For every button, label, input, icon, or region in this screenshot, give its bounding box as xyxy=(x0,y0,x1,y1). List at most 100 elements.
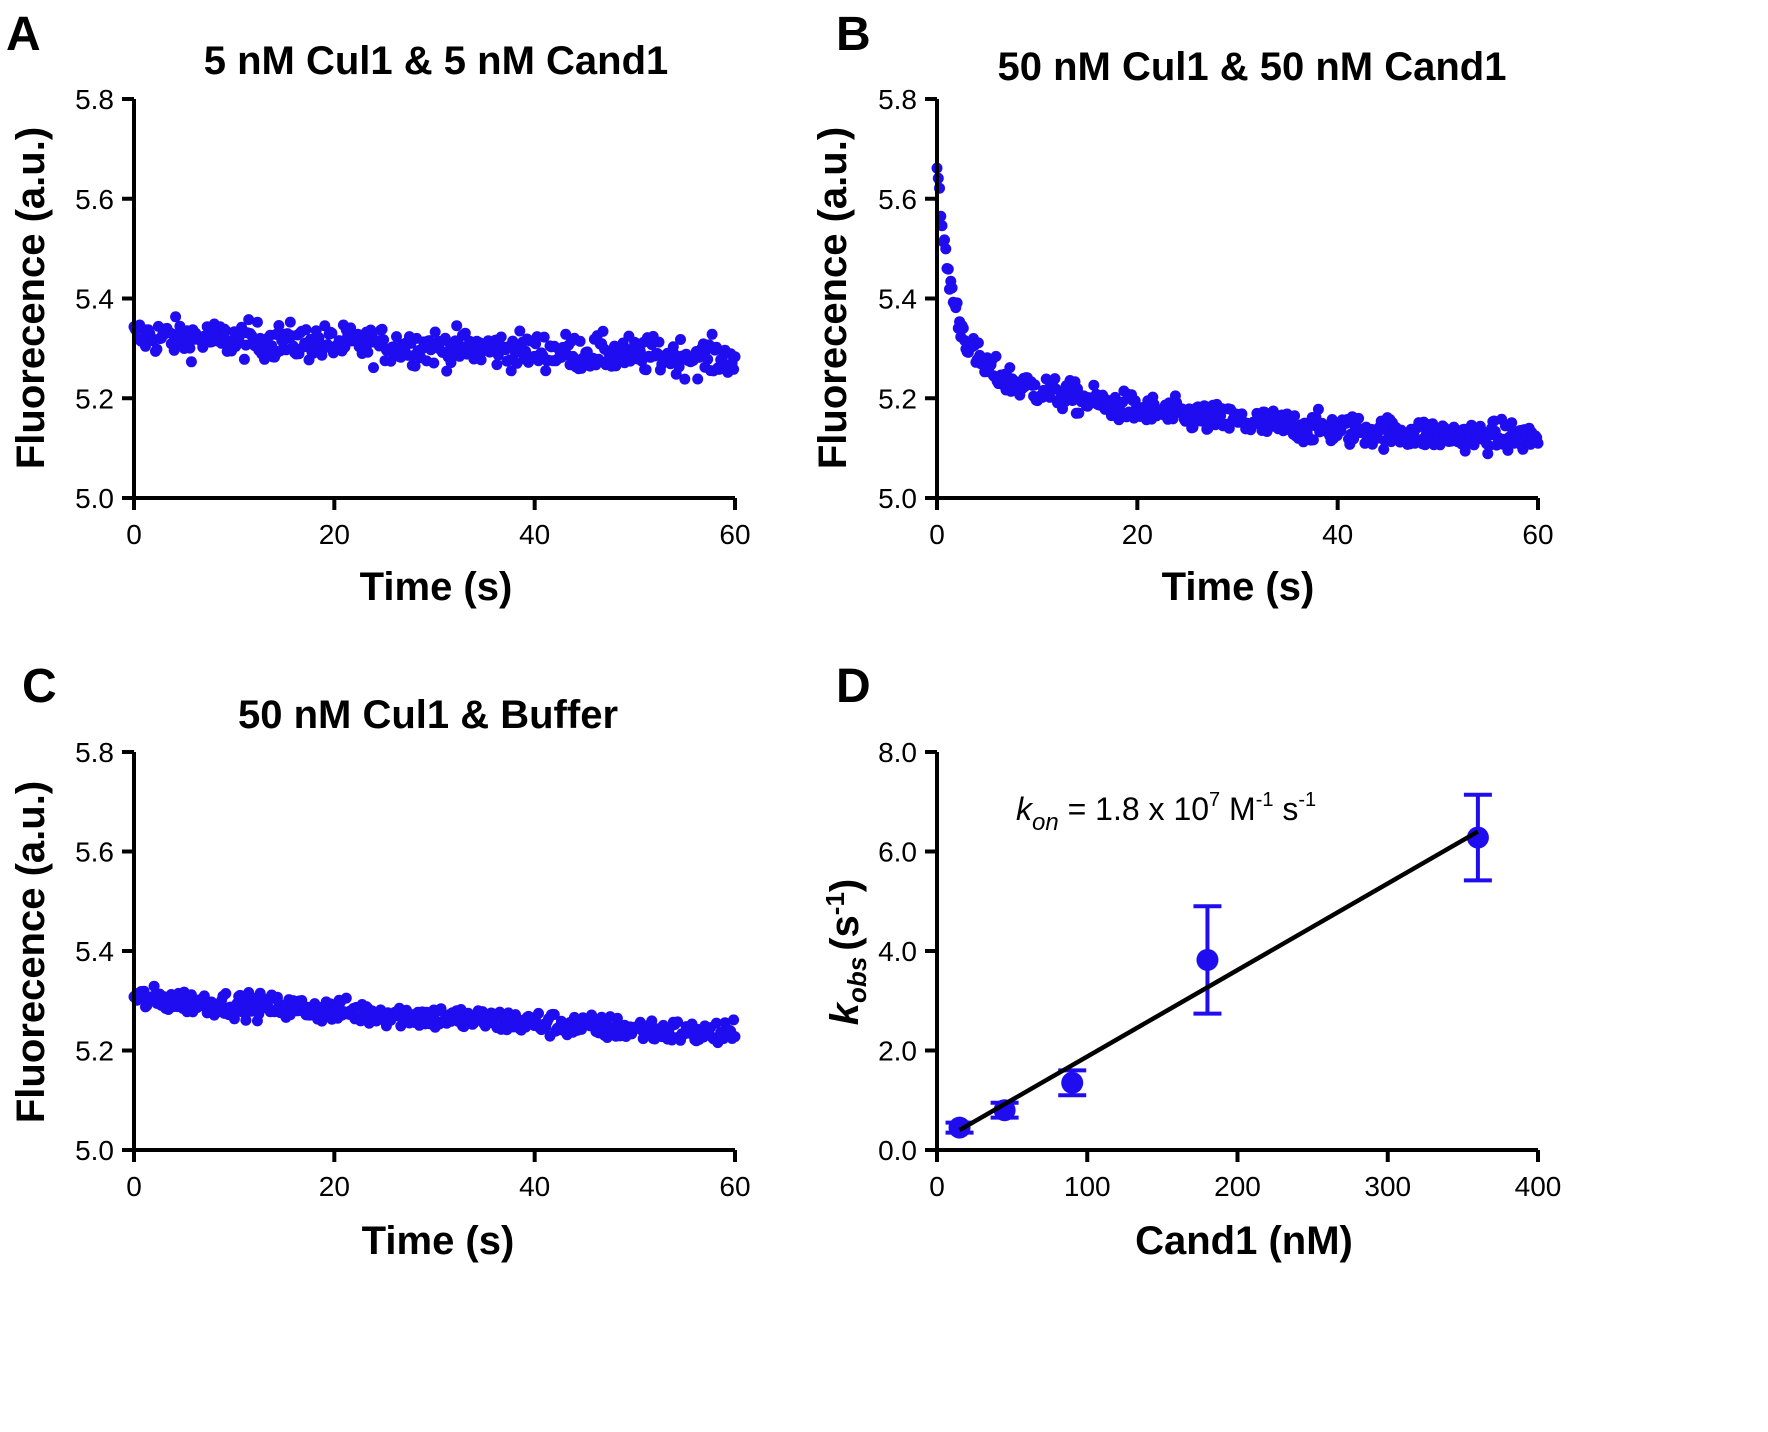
panel-d-y-tick-label: 0.0 xyxy=(878,1135,917,1166)
data-point xyxy=(251,316,263,328)
data-point xyxy=(653,336,665,348)
data-point xyxy=(151,343,163,355)
panel-c-axes: 0 20 40 60 5.0 5.2 5.4 5.6 5.8 xyxy=(75,737,751,1202)
panel-d-y-tick-label: 2.0 xyxy=(878,1036,917,1067)
data-point xyxy=(326,327,338,339)
data-point xyxy=(634,345,646,357)
data-point xyxy=(378,334,390,346)
data-point xyxy=(972,337,984,349)
data-point xyxy=(184,342,196,354)
panel-d-letter: D xyxy=(836,660,871,713)
kon-k: k xyxy=(1016,791,1034,827)
data-point xyxy=(240,1014,252,1026)
panel-a-x-axis-title: Time (s) xyxy=(360,565,513,609)
data-point xyxy=(611,1012,623,1024)
data-point xyxy=(362,346,374,358)
data-point xyxy=(679,373,691,385)
kobs-point xyxy=(1196,948,1219,971)
data-point xyxy=(238,353,250,365)
data-point xyxy=(1088,379,1100,391)
data-point xyxy=(533,1007,544,1019)
data-point xyxy=(1044,391,1056,403)
panel-c-title: 50 nM Cul1 & Buffer xyxy=(238,693,618,737)
data-point xyxy=(185,356,197,368)
panel-a-y-tick-label: 5.4 xyxy=(75,284,114,315)
panel-b-data-marks xyxy=(931,162,1544,460)
kon-sub: on xyxy=(1032,809,1059,836)
panel-b-letter: B xyxy=(836,8,871,61)
data-point xyxy=(1307,434,1319,446)
panel-d-x-axis-title: Cand1 (nM) xyxy=(1135,1219,1353,1263)
data-point xyxy=(990,350,1002,362)
data-point xyxy=(1167,413,1179,425)
data-point xyxy=(940,243,952,255)
kobs-point xyxy=(993,1099,1016,1122)
data-point xyxy=(538,331,550,343)
kobs-point xyxy=(1061,1071,1084,1094)
panel-d-y-axis-sub: obs xyxy=(842,957,872,1003)
panel-b-y-axis-title: Fluorecence (a.u.) xyxy=(811,127,855,469)
panel-d-x-tick-label: 100 xyxy=(1064,1171,1111,1202)
data-point xyxy=(1353,412,1365,424)
data-point xyxy=(441,365,453,377)
panel-a-y-axis-title: Fluorecence (a.u.) xyxy=(9,127,53,469)
data-point xyxy=(475,354,487,366)
data-point xyxy=(220,988,232,999)
panel-a-x-tick-label: 0 xyxy=(126,519,142,550)
data-point xyxy=(435,1003,447,1015)
panel-a-title: 5 nM Cul1 & 5 nM Cand1 xyxy=(204,39,669,83)
data-point xyxy=(729,351,741,363)
kon-text2: M xyxy=(1220,791,1256,827)
panel-a: A 5 nM Cul1 & 5 nM Cand1 Time (s) Fluore… xyxy=(6,8,751,609)
panel-c-data-marks xyxy=(128,980,741,1049)
panel-d-x-tick-label: 400 xyxy=(1515,1171,1562,1202)
panel-d: D Cand1 (nM) kobs(s-1) kon = 1.8 x 107 M… xyxy=(820,660,1561,1263)
panel-a-y-tick-label: 5.2 xyxy=(75,383,114,414)
data-point xyxy=(729,1031,741,1043)
data-point xyxy=(428,357,440,369)
panel-d-y-tick-label: 4.0 xyxy=(878,936,917,967)
data-point xyxy=(1004,362,1016,374)
data-point xyxy=(1073,407,1085,419)
kon-sup1: 7 xyxy=(1209,789,1220,811)
panel-a-axes: 0 20 40 60 5.0 5.2 5.4 5.6 5.8 xyxy=(75,84,751,550)
data-point xyxy=(300,324,312,336)
kon-sup2: -1 xyxy=(1256,789,1274,811)
panel-a-x-tick-label: 60 xyxy=(719,519,750,550)
data-point xyxy=(220,325,232,337)
data-point xyxy=(228,1013,240,1025)
data-point xyxy=(1502,444,1514,456)
panel-c-x-tick-label: 60 xyxy=(719,1171,750,1202)
panel-b-title: 50 nM Cul1 & 50 nM Cand1 xyxy=(998,45,1507,89)
panel-a-letter: A xyxy=(6,8,41,61)
data-point xyxy=(702,353,714,365)
panel-d-x-tick-label: 200 xyxy=(1214,1171,1261,1202)
panel-c-x-tick-label: 0 xyxy=(126,1171,142,1202)
data-point xyxy=(1532,437,1544,449)
panel-c-y-tick-label: 5.2 xyxy=(75,1036,114,1067)
data-point xyxy=(243,314,255,326)
data-point xyxy=(445,357,457,369)
data-point xyxy=(284,316,296,328)
panel-b-y-tick-label: 5.6 xyxy=(878,184,917,215)
data-point xyxy=(728,1014,740,1026)
data-point xyxy=(946,282,958,294)
data-point xyxy=(368,362,379,374)
data-point xyxy=(710,1017,722,1029)
panel-d-y-axis-k: k xyxy=(823,1001,867,1025)
data-point xyxy=(1468,439,1480,451)
panel-d-kon-annotation: kon = 1.8 x 107 M-1 s-1 xyxy=(1016,789,1316,836)
data-point xyxy=(728,363,740,375)
data-point xyxy=(646,1015,658,1027)
linear-fit-line xyxy=(958,829,1480,1133)
data-point xyxy=(951,297,963,309)
panel-a-x-tick-label: 20 xyxy=(319,519,350,550)
panel-d-y-tick-label: 8.0 xyxy=(878,737,917,768)
panel-d-x-tick-label: 300 xyxy=(1364,1171,1411,1202)
data-point xyxy=(409,360,421,372)
panel-c-x-tick-label: 20 xyxy=(319,1171,350,1202)
data-point xyxy=(1029,379,1041,391)
panel-c-x-tick-label: 40 xyxy=(519,1171,550,1202)
data-point xyxy=(170,311,182,323)
